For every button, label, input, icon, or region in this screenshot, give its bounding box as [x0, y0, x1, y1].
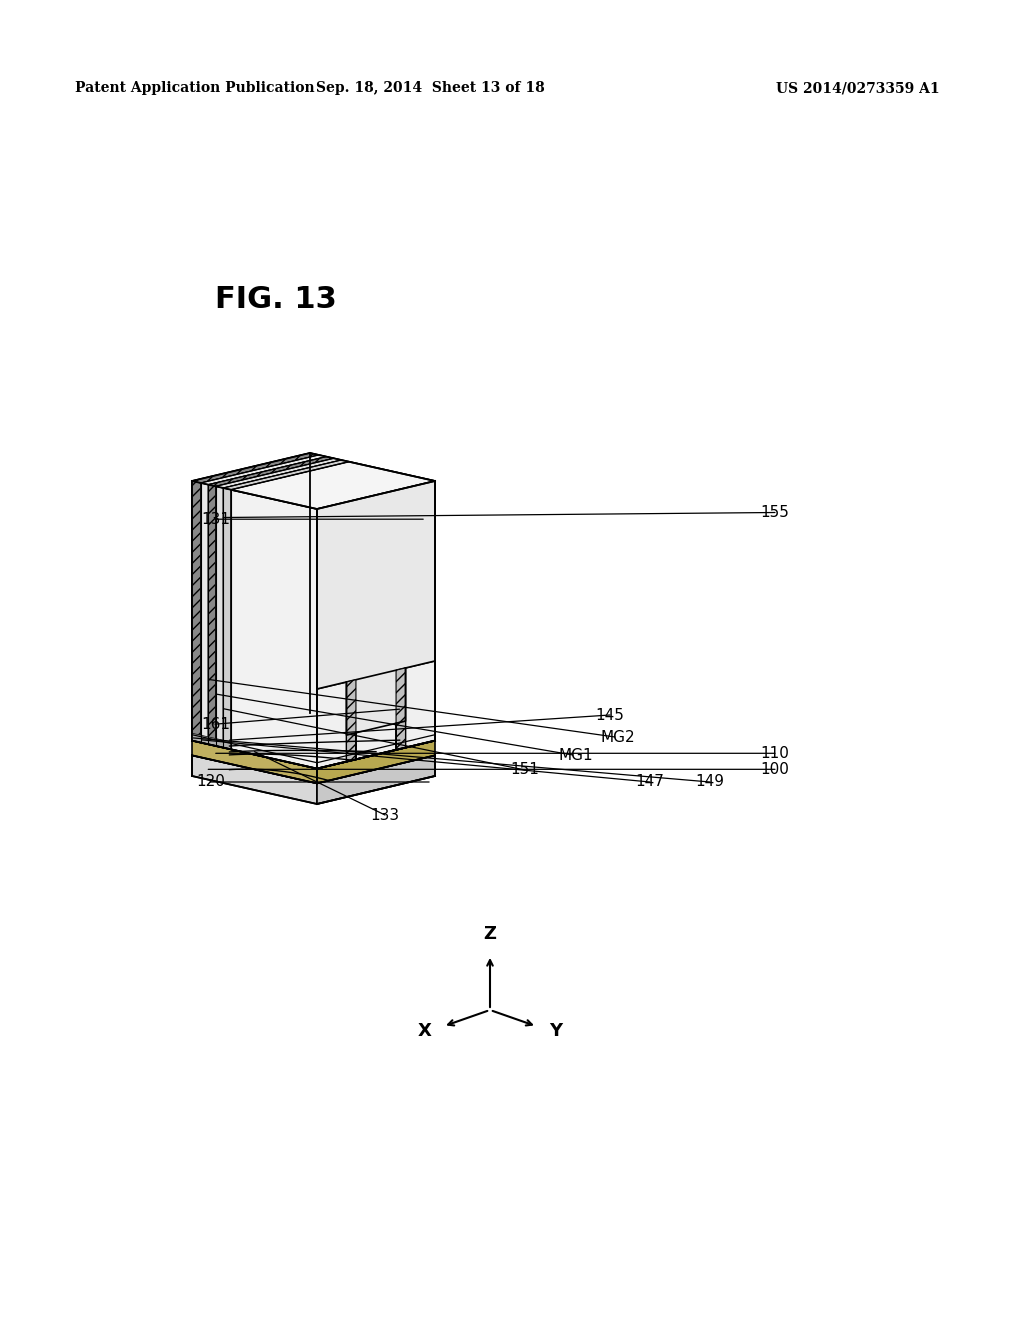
Polygon shape: [193, 733, 230, 750]
Polygon shape: [317, 480, 435, 689]
Polygon shape: [418, 741, 435, 744]
Text: 145: 145: [595, 708, 624, 722]
Polygon shape: [230, 462, 435, 510]
Polygon shape: [317, 682, 346, 768]
Text: Y: Y: [549, 1023, 562, 1040]
Text: MG2: MG2: [600, 730, 635, 744]
Polygon shape: [193, 480, 201, 743]
Polygon shape: [356, 723, 396, 759]
Text: 110: 110: [760, 746, 788, 760]
Polygon shape: [216, 486, 223, 747]
Text: 131: 131: [201, 512, 230, 527]
Text: US 2014/0273359 A1: US 2014/0273359 A1: [776, 81, 940, 95]
Polygon shape: [406, 661, 435, 747]
Polygon shape: [193, 741, 317, 783]
Polygon shape: [396, 668, 406, 750]
Text: 155: 155: [760, 506, 788, 520]
Polygon shape: [193, 480, 317, 768]
Text: Patent Application Publication: Patent Application Publication: [75, 81, 314, 95]
Polygon shape: [346, 680, 356, 762]
Text: Z: Z: [483, 925, 497, 942]
Polygon shape: [193, 727, 435, 783]
Text: 133: 133: [370, 808, 399, 822]
Polygon shape: [201, 455, 327, 484]
Polygon shape: [317, 741, 435, 783]
Polygon shape: [208, 484, 216, 746]
Text: MG1: MG1: [558, 747, 593, 763]
Text: X: X: [418, 1023, 431, 1040]
Text: 100: 100: [760, 762, 788, 776]
Polygon shape: [317, 480, 435, 768]
Polygon shape: [193, 713, 435, 768]
Text: Sep. 18, 2014  Sheet 13 of 18: Sep. 18, 2014 Sheet 13 of 18: [315, 81, 545, 95]
Polygon shape: [223, 459, 349, 490]
Polygon shape: [223, 488, 230, 750]
Polygon shape: [193, 453, 435, 510]
Polygon shape: [317, 755, 435, 804]
Polygon shape: [216, 458, 341, 488]
Polygon shape: [193, 453, 318, 483]
Text: 161: 161: [201, 717, 230, 731]
Polygon shape: [208, 457, 334, 486]
Polygon shape: [193, 755, 317, 804]
Text: 151: 151: [510, 763, 539, 777]
Polygon shape: [370, 754, 382, 756]
Polygon shape: [230, 490, 317, 768]
Polygon shape: [201, 483, 208, 744]
Polygon shape: [382, 727, 418, 754]
Text: 120: 120: [197, 775, 225, 789]
Polygon shape: [335, 738, 370, 764]
Polygon shape: [317, 764, 335, 768]
Text: FIG. 13: FIG. 13: [215, 285, 337, 314]
Text: 147: 147: [635, 775, 664, 789]
Text: 149: 149: [695, 775, 724, 789]
